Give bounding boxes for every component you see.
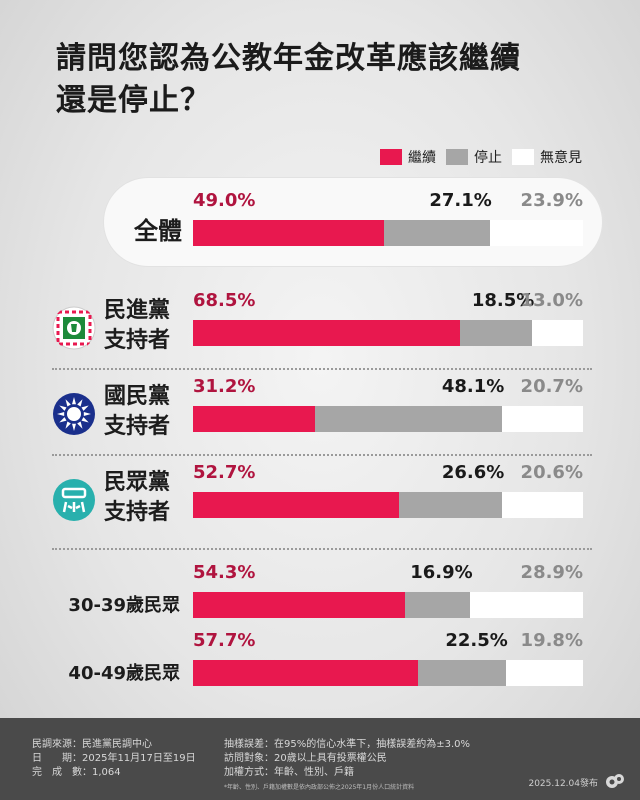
kmt-sun-icon (53, 393, 95, 435)
title-line-2: 還是停止？ (56, 83, 211, 118)
legend-swatch-no-opinion (512, 149, 534, 165)
value-label-stop: 26.6% (441, 462, 505, 483)
row-label: 全體 (120, 216, 182, 246)
row-label-line: 民眾黨 (104, 470, 171, 495)
bar-segment-no-opinion (502, 406, 583, 432)
stacked-bar (193, 492, 583, 518)
stacked-bar (193, 406, 583, 432)
bar-segment-no-opinion (489, 220, 583, 246)
bar-segment-continue (193, 406, 315, 432)
footer-date: 日 期：2025年11月17日至19日 (32, 753, 196, 764)
legend-item-stop: 停止 (446, 147, 502, 167)
bar-segment-continue (193, 320, 461, 346)
bar-segment-continue (193, 592, 405, 618)
row-label: 民進黨 支持者 (104, 296, 170, 356)
legend: 繼續 停止 無意見 (380, 147, 582, 167)
value-label-no-opinion: 13.0% (520, 290, 583, 311)
bar-segment-no-opinion (532, 320, 583, 346)
value-label-continue: 57.7% (193, 630, 256, 651)
legend-swatch-continue (380, 149, 402, 165)
bar-segment-stop (460, 320, 533, 346)
bar-segment-stop (404, 592, 471, 618)
footer-meta-left: 民調來源：民進黨民調中心 日 期：2025年11月17日至19日 完 成 數：1… (32, 738, 196, 780)
bar-segment-stop (418, 660, 506, 686)
row-label-line: 40-49歲民眾 (68, 663, 180, 684)
dpp-flag-icon (52, 306, 96, 350)
group-divider (52, 368, 592, 370)
legend-label-no-opinion: 無意見 (540, 150, 582, 166)
row-label: 國民黨 支持者 (104, 382, 170, 442)
row-label-line: 支持者 (104, 500, 171, 525)
row-label-line: 國民黨 (104, 384, 171, 409)
row-label-line: 支持者 (104, 414, 171, 439)
title-line-1: 請問您認為公教年金改革應該繼續 (56, 41, 521, 76)
footer-weight: 加權方式：年齡、性別、戶籍 (224, 767, 354, 778)
value-label-no-opinion: 20.7% (520, 376, 583, 397)
value-label-continue: 68.5% (193, 290, 256, 311)
bar-segment-stop (314, 406, 503, 432)
footer-meta-right: 抽樣誤差：在95%的信心水準下，抽樣誤差約為±3.0% 訪問對象：20歲以上具有… (224, 738, 470, 780)
value-label-continue: 49.0% (193, 190, 256, 211)
footer: 民調來源：民進黨民調中心 日 期：2025年11月17日至19日 完 成 數：1… (0, 718, 640, 800)
bar-segment-stop (398, 492, 503, 518)
value-label-no-opinion: 28.9% (520, 562, 583, 583)
row-label: 民眾黨 支持者 (104, 468, 170, 528)
footer-target: 訪問對象：20歲以上具有投票權公民 (224, 753, 387, 764)
publish-date: 2025.12.04發布 (528, 779, 598, 789)
row-label: 40-49歲民眾 (40, 662, 180, 686)
stacked-bar (193, 320, 583, 346)
bar-segment-no-opinion (470, 592, 583, 618)
value-label-stop: 27.1% (429, 190, 492, 211)
footer-note: *年齡、性別、戶籍加權數是依內政部公佈之2025年1月份人口統計資料 (224, 784, 415, 791)
bar-segment-continue (193, 492, 399, 518)
row-label-line: 30-39歲民眾 (68, 595, 180, 616)
legend-swatch-stop (446, 149, 468, 165)
stacked-bar (193, 220, 583, 246)
tpp-logo-icon (53, 479, 95, 521)
row-label-line: 支持者 (104, 328, 171, 353)
value-label-no-opinion: 19.8% (520, 630, 583, 651)
value-label-continue: 31.2% (193, 376, 256, 397)
footer-error: 抽樣誤差：在95%的信心水準下，抽樣誤差約為±3.0% (224, 739, 471, 750)
value-label-no-opinion: 23.9% (520, 190, 583, 211)
legend-label-continue: 繼續 (408, 150, 436, 166)
bar-segment-no-opinion (502, 492, 583, 518)
legend-item-no-opinion: 無意見 (512, 147, 582, 167)
dpp-logo-icon (606, 774, 624, 788)
value-label-stop: 18.5% (471, 290, 535, 311)
group-divider (52, 548, 592, 550)
bar-segment-continue (193, 220, 385, 246)
stacked-bar (193, 660, 583, 686)
value-label-stop: 22.5% (445, 630, 508, 651)
legend-item-continue: 繼續 (380, 147, 436, 167)
bar-segment-stop (384, 220, 490, 246)
row-label: 30-39歲民眾 (40, 594, 180, 618)
value-label-continue: 54.3% (193, 562, 256, 583)
footer-sample: 完 成 數：1,064 (32, 767, 121, 778)
row-label-line: 民進黨 (104, 298, 171, 323)
row-label-line: 全體 (134, 217, 182, 245)
bar-segment-continue (193, 660, 419, 686)
group-divider (52, 454, 592, 456)
stacked-bar (193, 592, 583, 618)
value-label-no-opinion: 20.6% (520, 462, 583, 483)
value-label-stop: 48.1% (441, 376, 505, 397)
footer-source: 民調來源：民進黨民調中心 (32, 739, 152, 750)
bar-segment-no-opinion (505, 660, 583, 686)
value-label-stop: 16.9% (410, 562, 473, 583)
value-label-continue: 52.7% (193, 462, 256, 483)
chart-title: 請問您認為公教年金改革應該繼續 還是停止？ (56, 38, 596, 122)
legend-label-stop: 停止 (474, 150, 502, 166)
